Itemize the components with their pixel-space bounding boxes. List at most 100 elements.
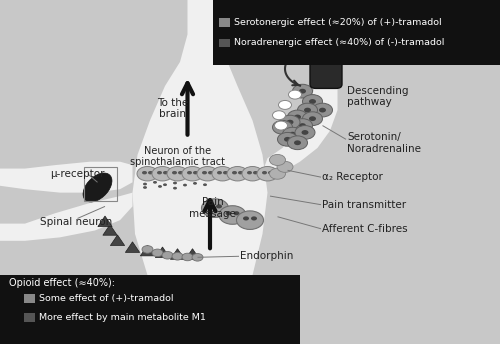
Circle shape — [173, 182, 177, 184]
Text: Afferent C-fibres: Afferent C-fibres — [322, 224, 408, 234]
Text: Descending
pathway: Descending pathway — [348, 86, 409, 107]
Circle shape — [257, 166, 278, 181]
Circle shape — [284, 137, 291, 142]
Circle shape — [217, 171, 222, 174]
Circle shape — [193, 171, 198, 174]
Polygon shape — [262, 69, 338, 179]
Circle shape — [299, 89, 306, 94]
Text: Neuron of the
spinothalamic tract: Neuron of the spinothalamic tract — [130, 146, 225, 167]
Circle shape — [227, 166, 248, 181]
Circle shape — [167, 166, 188, 181]
Circle shape — [162, 251, 173, 259]
Circle shape — [182, 253, 193, 261]
Text: Spinal neuron: Spinal neuron — [40, 217, 112, 227]
Circle shape — [192, 254, 203, 261]
Circle shape — [279, 125, 286, 130]
Circle shape — [163, 171, 168, 174]
Circle shape — [299, 123, 306, 128]
Ellipse shape — [83, 173, 112, 202]
Circle shape — [172, 171, 177, 174]
Polygon shape — [98, 216, 112, 227]
Text: Endorphin: Endorphin — [240, 251, 294, 261]
Circle shape — [251, 216, 257, 221]
Circle shape — [243, 216, 249, 221]
FancyBboxPatch shape — [219, 39, 230, 47]
Circle shape — [223, 171, 228, 174]
Polygon shape — [110, 235, 124, 246]
Circle shape — [193, 182, 197, 185]
Text: α₂ Receptor: α₂ Receptor — [322, 172, 384, 182]
Circle shape — [142, 246, 153, 253]
Polygon shape — [148, 275, 252, 344]
Circle shape — [153, 181, 157, 184]
Circle shape — [298, 103, 318, 117]
Circle shape — [319, 108, 326, 112]
Circle shape — [158, 185, 162, 188]
Circle shape — [288, 136, 308, 150]
FancyBboxPatch shape — [212, 0, 500, 65]
Circle shape — [309, 99, 316, 104]
Text: Serotonin/
Noradrenaline: Serotonin/ Noradrenaline — [348, 132, 422, 153]
Polygon shape — [0, 162, 132, 193]
Circle shape — [212, 166, 233, 181]
Circle shape — [274, 121, 287, 130]
FancyBboxPatch shape — [219, 18, 230, 27]
Circle shape — [232, 171, 237, 174]
Circle shape — [282, 127, 302, 141]
Circle shape — [143, 186, 147, 189]
Circle shape — [302, 130, 308, 135]
Circle shape — [219, 206, 246, 224]
Circle shape — [270, 168, 285, 179]
Circle shape — [294, 115, 301, 119]
Circle shape — [292, 84, 312, 98]
Text: Noradrenergic effect (≈40%) of (-)-tramadol: Noradrenergic effect (≈40%) of (-)-trama… — [234, 38, 444, 47]
Circle shape — [278, 100, 291, 109]
Circle shape — [268, 171, 273, 174]
Circle shape — [277, 161, 293, 172]
Circle shape — [178, 171, 183, 174]
Circle shape — [142, 171, 147, 174]
Circle shape — [216, 204, 222, 208]
Circle shape — [247, 171, 252, 174]
Circle shape — [309, 116, 316, 121]
Circle shape — [292, 119, 312, 132]
Circle shape — [137, 166, 158, 181]
Text: Serotonergic effect (≈20%) of (+)-tramadol: Serotonergic effect (≈20%) of (+)-tramad… — [234, 18, 442, 26]
Circle shape — [295, 126, 315, 139]
Text: μ-receptor: μ-receptor — [50, 169, 104, 179]
Circle shape — [294, 140, 301, 145]
Text: To the
brain: To the brain — [157, 98, 188, 119]
Circle shape — [234, 211, 239, 215]
Circle shape — [157, 171, 162, 174]
Circle shape — [272, 111, 285, 120]
Circle shape — [288, 90, 302, 99]
Circle shape — [197, 166, 218, 181]
Circle shape — [289, 132, 296, 137]
Polygon shape — [126, 242, 140, 252]
Text: Pain
message: Pain message — [189, 197, 236, 219]
Circle shape — [183, 184, 187, 186]
Circle shape — [182, 166, 203, 181]
Circle shape — [148, 171, 153, 174]
Polygon shape — [156, 247, 170, 258]
Circle shape — [226, 211, 232, 215]
Circle shape — [163, 183, 167, 186]
Circle shape — [208, 171, 213, 174]
Circle shape — [270, 154, 285, 165]
Circle shape — [304, 108, 311, 112]
Text: Pain transmitter: Pain transmitter — [322, 200, 406, 210]
Text: Opioid effect (≈40%):: Opioid effect (≈40%): — [9, 278, 115, 288]
Circle shape — [236, 211, 264, 229]
Circle shape — [288, 110, 308, 124]
Polygon shape — [132, 0, 268, 275]
Circle shape — [202, 199, 228, 217]
Circle shape — [302, 112, 322, 126]
Polygon shape — [140, 245, 154, 256]
Circle shape — [152, 249, 163, 257]
Text: Some effect of (+)-tramadol: Some effect of (+)-tramadol — [39, 294, 173, 303]
Circle shape — [143, 183, 147, 185]
Circle shape — [312, 103, 332, 117]
Circle shape — [272, 120, 292, 134]
Circle shape — [286, 120, 294, 125]
Circle shape — [302, 95, 322, 108]
